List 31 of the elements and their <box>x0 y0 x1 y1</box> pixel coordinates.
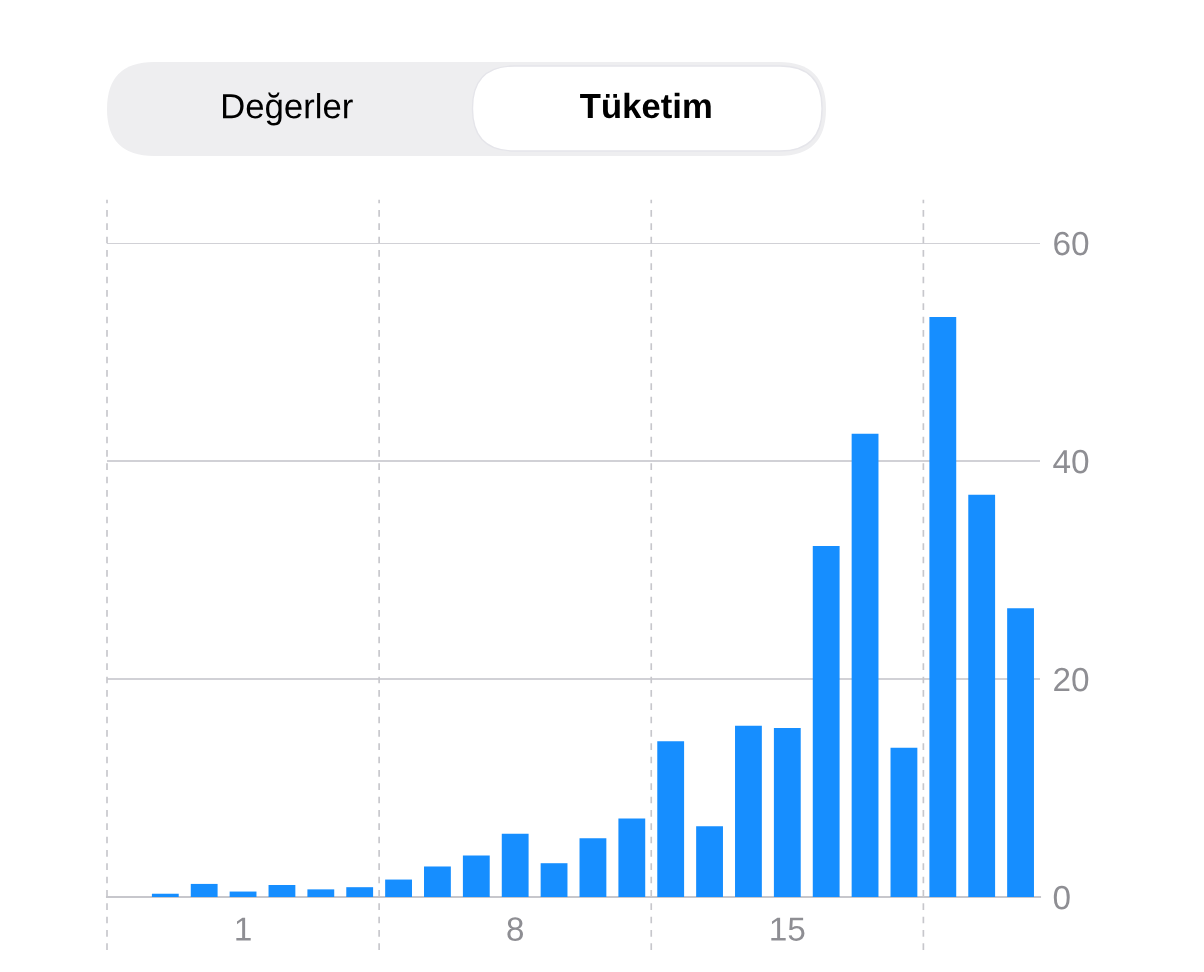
text: Değerler <box>223 92 353 126</box>
bar <box>385 879 412 897</box>
bar <box>735 725 762 897</box>
bar <box>346 887 374 897</box>
bar <box>890 747 918 897</box>
bar <box>190 883 218 897</box>
bar <box>268 885 296 897</box>
bar <box>462 855 490 897</box>
bar <box>540 863 568 897</box>
x-tick-label: 8 <box>507 917 524 941</box>
bar <box>851 433 879 897</box>
bar <box>657 741 685 897</box>
y-tick-label: 40 <box>1053 449 1089 474</box>
bar <box>1007 608 1034 897</box>
bar <box>579 838 607 897</box>
bar <box>151 893 179 897</box>
bar <box>618 818 646 897</box>
bar <box>773 728 801 897</box>
y-tick-label: 60 <box>1054 231 1089 256</box>
x-tick-label: 1 <box>236 917 251 941</box>
bar <box>424 866 451 897</box>
y-tick-label: 20 <box>1054 667 1089 692</box>
bar <box>696 826 723 897</box>
bar <box>307 889 335 897</box>
x-tick-label: 15 <box>771 917 805 941</box>
y-tick-label: 0 <box>1053 885 1070 910</box>
bar <box>812 546 840 897</box>
bar <box>501 833 529 897</box>
bar <box>968 494 996 897</box>
text: Tüketim <box>580 92 711 119</box>
bar <box>929 317 957 897</box>
